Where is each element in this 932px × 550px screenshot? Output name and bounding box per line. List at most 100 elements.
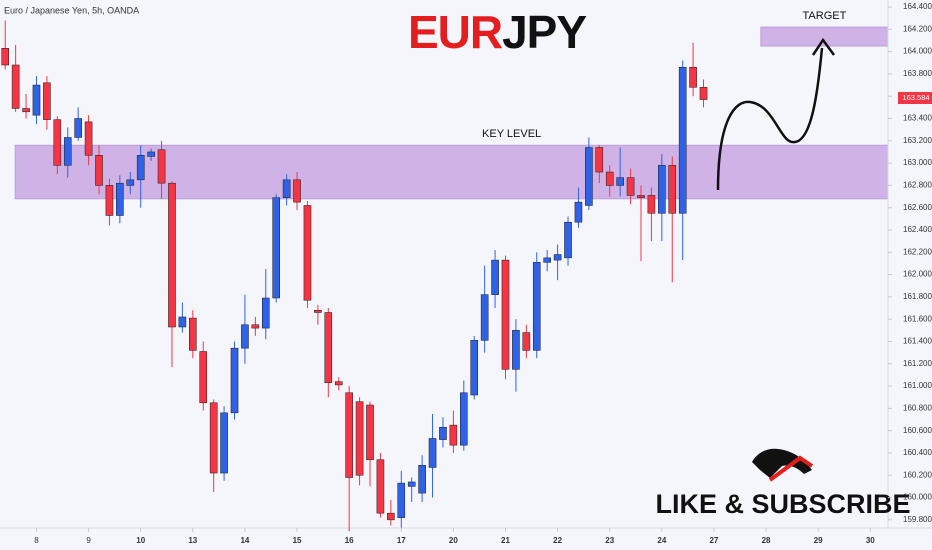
candle-body — [189, 317, 197, 351]
y-tick-label: 161.400 — [903, 337, 932, 346]
candle-body — [147, 151, 155, 157]
candle-body — [366, 404, 374, 460]
x-tick-label: 10 — [136, 536, 145, 545]
candle-body — [585, 147, 593, 206]
candle-body — [376, 459, 385, 514]
candle-body — [84, 121, 93, 156]
candle-body — [95, 155, 103, 186]
zone-label: KEY LEVEL — [482, 128, 541, 140]
y-tick-label: 161.000 — [903, 381, 932, 390]
candle-body — [460, 392, 468, 446]
x-tick-label: 16 — [345, 536, 354, 545]
candle-body — [668, 165, 677, 214]
x-tick-label: 17 — [397, 536, 406, 545]
y-tick-label: 159.800 — [903, 515, 932, 524]
candle-body — [303, 205, 312, 301]
x-tick-label: 22 — [553, 536, 562, 545]
chart-title: EURJPY — [408, 6, 586, 58]
y-tick-label: 162.000 — [903, 270, 932, 279]
candle-body — [595, 147, 604, 173]
y-tick-label: 163.200 — [903, 136, 932, 145]
y-tick-label: 164.200 — [903, 24, 932, 33]
x-tick-label: 9 — [86, 536, 91, 545]
y-tick-label: 164.400 — [903, 2, 932, 11]
candle-body — [439, 427, 447, 440]
candle-body — [605, 171, 614, 186]
candle-body — [480, 294, 489, 341]
x-tick-label: 21 — [501, 536, 510, 545]
candle-body — [397, 482, 406, 518]
candle-body — [449, 424, 458, 446]
title-part: JPY — [502, 6, 586, 58]
candle-body — [282, 179, 291, 198]
projection-arrowhead — [811, 37, 836, 56]
y-tick-label: 163.000 — [903, 158, 932, 167]
candle-body — [689, 66, 697, 88]
candle-body — [53, 119, 62, 166]
candle-body — [43, 82, 51, 120]
candle-body — [574, 201, 583, 223]
candle-body — [407, 481, 416, 487]
candle-body — [105, 185, 114, 216]
y-tick-label: 160.000 — [903, 493, 932, 502]
x-tick-label: 30 — [866, 536, 875, 545]
y-tick-label: 160.800 — [903, 403, 932, 412]
candle-body — [314, 310, 322, 313]
bull-shape — [752, 448, 812, 478]
candle-body — [22, 108, 30, 113]
candle-body — [209, 402, 218, 474]
candle-body — [178, 316, 187, 328]
candle-body — [334, 381, 343, 386]
chart-header: Euro / Japanese Yen, 5h, OANDA — [4, 5, 139, 15]
candle-body — [699, 87, 708, 100]
candle-body — [272, 197, 280, 299]
candle-body — [168, 182, 176, 328]
y-tick-label: 163.800 — [903, 69, 932, 78]
candle-body — [63, 137, 72, 166]
y-tick-label: 161.600 — [903, 314, 932, 323]
y-tick-label: 162.800 — [903, 181, 932, 190]
x-tick-label: 15 — [293, 536, 302, 545]
candle-body — [11, 64, 20, 109]
y-tick-label: 164.000 — [903, 47, 932, 56]
candle-body — [230, 347, 239, 414]
candle-body — [32, 84, 41, 116]
x-tick-label: 14 — [240, 536, 249, 545]
candle-body — [626, 177, 635, 196]
bull-logo — [752, 448, 814, 482]
y-tick-label: 162.600 — [903, 203, 932, 212]
x-tick-label: 8 — [34, 536, 39, 545]
candle-body — [553, 254, 562, 261]
y-tick-label: 160.400 — [903, 448, 932, 457]
candle-body — [116, 182, 124, 216]
title-part: EUR — [408, 6, 503, 58]
x-tick-label: 29 — [814, 536, 823, 545]
candle-body — [543, 257, 551, 263]
cta-text: LIKE & SUBSCRIBE — [655, 489, 910, 519]
candle-body — [251, 324, 260, 329]
zone — [14, 144, 889, 200]
last-price-box — [898, 91, 932, 104]
candle-body — [387, 512, 395, 521]
candle-body — [428, 438, 437, 468]
candle-body — [532, 262, 541, 351]
candle-body — [324, 312, 333, 383]
x-tick-label: 20 — [449, 536, 458, 545]
candle-body — [637, 195, 645, 198]
y-tick-label: 162.400 — [903, 225, 932, 234]
candle-body — [74, 118, 82, 138]
candle-body — [241, 324, 249, 349]
x-tick-label: 13 — [188, 536, 197, 545]
bull-arrow — [768, 455, 814, 482]
candle-body — [126, 179, 135, 186]
last-price-label: 163.584 — [902, 93, 929, 102]
candle-body — [491, 259, 499, 295]
candle-body — [470, 340, 479, 396]
y-tick-label: 161.800 — [903, 292, 932, 301]
candle-body — [678, 66, 687, 214]
x-tick-label: 27 — [709, 536, 718, 545]
candle-body — [501, 259, 510, 370]
candle-body — [522, 332, 531, 351]
projection-curve — [716, 47, 824, 191]
